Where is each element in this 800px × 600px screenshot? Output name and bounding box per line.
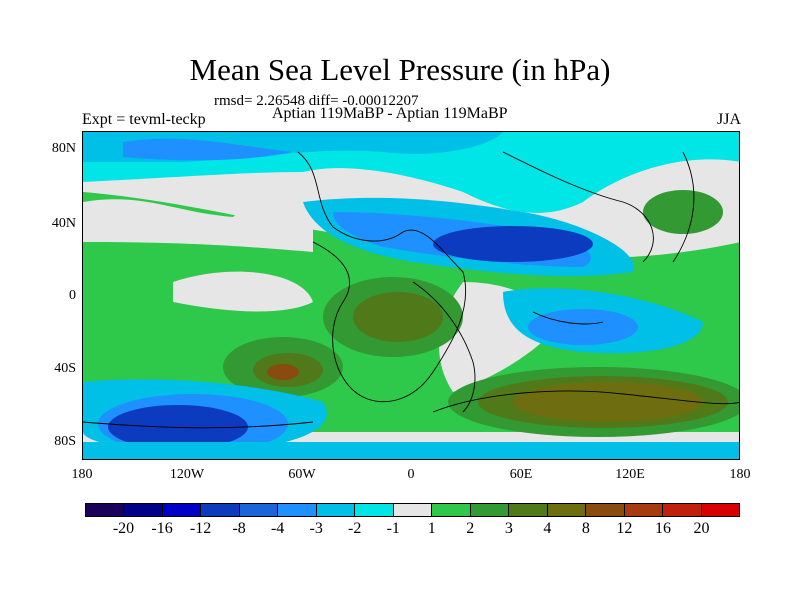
x-tick-label: 120W <box>169 467 205 482</box>
colorbar-box <box>470 504 510 516</box>
x-tick-label: 60E <box>509 467 533 482</box>
x-tick-label: 180 <box>71 467 93 482</box>
colorbar-label: 12 <box>616 520 633 537</box>
chart-title: Mean Sea Level Pressure (in hPa) <box>189 52 611 87</box>
colorbar-box <box>663 504 702 516</box>
colorbar-label: 8 <box>581 520 590 537</box>
colorbar <box>85 503 740 517</box>
colorbar-label: -2 <box>348 520 362 537</box>
experiment-label: Expt = tevml-teckp <box>82 111 206 128</box>
colorbar-box <box>124 504 163 516</box>
colorbar-label: 16 <box>654 520 671 537</box>
colorbar-box <box>239 504 279 516</box>
colorbar-box <box>547 504 587 516</box>
colorbar-box <box>624 504 664 516</box>
x-tick-label: 180 <box>729 467 751 482</box>
colorbar-label: 20 <box>693 520 710 537</box>
y-tick-label: 40N <box>51 216 76 231</box>
y-tick-label: 40S <box>54 361 76 376</box>
colorbar-box <box>586 504 625 516</box>
y-tick-label: 80N <box>51 141 76 156</box>
colorbar-box <box>201 504 240 516</box>
colorbar-label: -3 <box>309 520 323 537</box>
x-tick-label: 60W <box>288 467 316 482</box>
colorbar-box <box>393 504 433 516</box>
colorbar-box <box>278 504 317 516</box>
pressure-map <box>82 131 740 460</box>
colorbar-box <box>509 504 548 516</box>
y-tick-label: 80S <box>54 434 76 449</box>
season-label: JJA <box>716 111 741 128</box>
colorbar-label: 1 <box>427 520 436 537</box>
colorbar-label: -4 <box>270 520 285 537</box>
y-tick-label: 0 <box>69 288 76 303</box>
colorbar-box <box>355 504 394 516</box>
colorbar-box <box>432 504 471 516</box>
colorbar-label: -16 <box>151 520 173 537</box>
colorbar-label: -12 <box>189 520 212 537</box>
colorbar-label: -8 <box>232 520 246 537</box>
period-label: Aptian 119MaBP - Aptian 119MaBP <box>272 105 508 122</box>
stats-label: rmsd= 2.26548 diff= -0.00012207 <box>214 93 419 109</box>
colorbar-box <box>316 504 356 516</box>
colorbar-label: -1 <box>386 520 400 537</box>
x-tick-label: 0 <box>407 467 415 482</box>
colorbar-box <box>86 504 125 516</box>
colorbar-label: -20 <box>112 520 135 537</box>
colorbar-box <box>162 504 202 516</box>
x-tick-label: 120E <box>615 467 645 482</box>
colorbar-box <box>701 504 739 516</box>
colorbar-label: 4 <box>543 520 552 537</box>
colorbar-label: 2 <box>466 520 475 537</box>
colorbar-label: 3 <box>504 520 513 537</box>
